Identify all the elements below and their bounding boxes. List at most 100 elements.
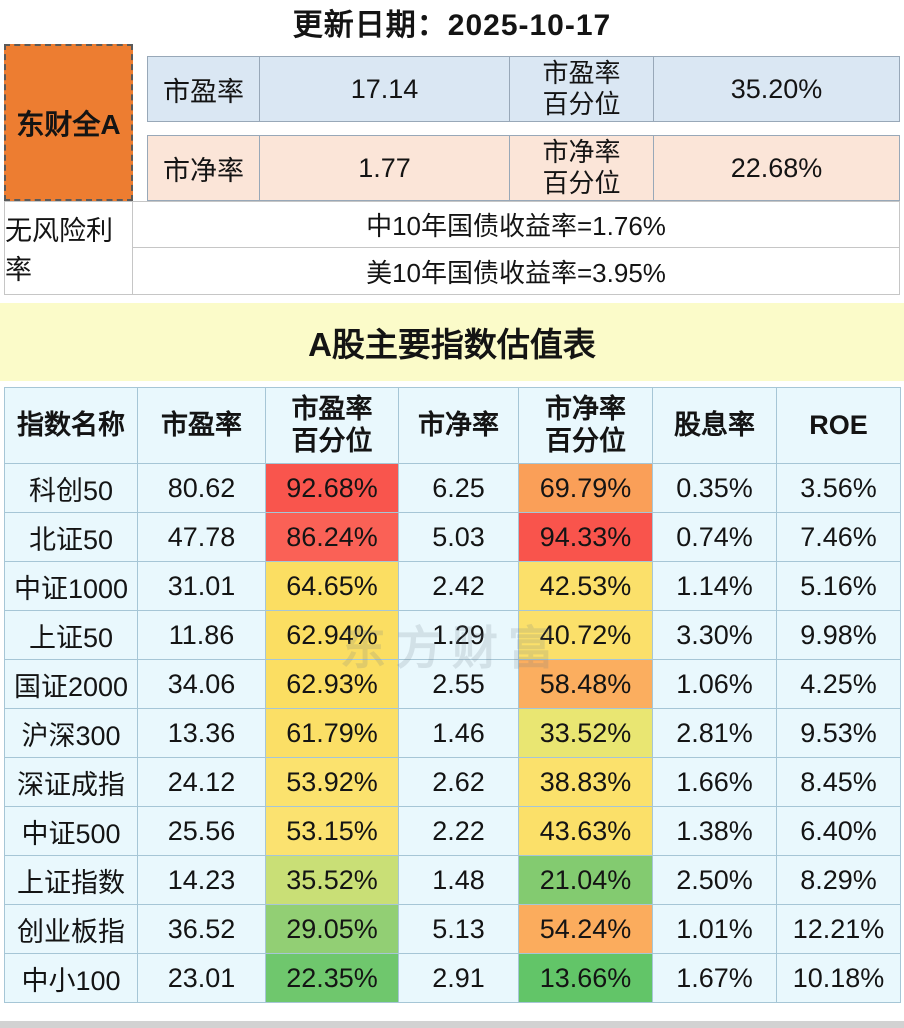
pb-percentile: 94.33% xyxy=(518,512,653,562)
table-row: 中证1000 31.01 64.65% 2.42 42.53% 1.14% 5.… xyxy=(4,561,901,611)
dividend-yield: 0.35% xyxy=(652,463,777,513)
summary-pe-percentile-value: 35.20% xyxy=(654,56,900,122)
index-name: 创业板指 xyxy=(4,904,138,954)
pe-value: 80.62 xyxy=(137,463,266,513)
pe-percentile: 61.79% xyxy=(265,708,399,758)
summary-table: 东财全A 市盈率 17.14 市盈率 百分位 35.20% 市净率 1.77 市… xyxy=(4,44,900,201)
roe-value: 4.25% xyxy=(776,659,901,709)
summary-pb-label: 市净率 xyxy=(147,135,260,201)
pe-value: 31.01 xyxy=(137,561,266,611)
pe-percentile: 35.52% xyxy=(265,855,399,905)
dividend-yield: 3.30% xyxy=(652,610,777,660)
dividend-yield: 1.06% xyxy=(652,659,777,709)
index-name: 上证指数 xyxy=(4,855,138,905)
roe-value: 9.53% xyxy=(776,708,901,758)
table-row: 创业板指 36.52 29.05% 5.13 54.24% 1.01% 12.2… xyxy=(4,904,901,954)
summary-pb-value: 1.77 xyxy=(260,135,510,201)
pb-percentile: 13.66% xyxy=(518,953,653,1003)
us-10y-yield: 美10年国债收益率=3.95% xyxy=(133,248,900,295)
cn-10y-yield: 中10年国债收益率=1.76% xyxy=(133,201,900,248)
dividend-yield: 1.14% xyxy=(652,561,777,611)
index-name: 中证1000 xyxy=(4,561,138,611)
pe-percentile: 64.65% xyxy=(265,561,399,611)
update-date: 更新日期：2025-10-17 xyxy=(292,9,612,42)
pb-percentile: 38.83% xyxy=(518,757,653,807)
dividend-yield: 1.66% xyxy=(652,757,777,807)
index-name: 北证50 xyxy=(4,512,138,562)
table-row: 上证指数 14.23 35.52% 1.48 21.04% 2.50% 8.29… xyxy=(4,855,901,905)
roe-value: 10.18% xyxy=(776,953,901,1003)
pe-value: 47.78 xyxy=(137,512,266,562)
index-name: 科创50 xyxy=(4,463,138,513)
summary-pb-percentile-value: 22.68% xyxy=(654,135,900,201)
table-row: 上证50 11.86 62.94% 1.29 40.72% 3.30% 9.98… xyxy=(4,610,901,660)
roe-value: 6.40% xyxy=(776,806,901,856)
pb-percentile: 40.72% xyxy=(518,610,653,660)
roe-value: 8.29% xyxy=(776,855,901,905)
pe-value: 34.06 xyxy=(137,659,266,709)
roe-value: 3.56% xyxy=(776,463,901,513)
roe-value: 8.45% xyxy=(776,757,901,807)
dividend-yield: 1.01% xyxy=(652,904,777,954)
col-header-pe: 市盈率 xyxy=(137,387,266,464)
index-name: 中证500 xyxy=(4,806,138,856)
summary-pe-label: 市盈率 xyxy=(147,56,260,122)
table-row: 中小100 23.01 22.35% 2.91 13.66% 1.67% 10.… xyxy=(4,953,901,1003)
col-header-pb: 市净率 xyxy=(398,387,519,464)
pe-percentile: 62.93% xyxy=(265,659,399,709)
table-row: 中证500 25.56 53.15% 2.22 43.63% 1.38% 6.4… xyxy=(4,806,901,856)
pb-value: 2.62 xyxy=(398,757,519,807)
roe-value: 5.16% xyxy=(776,561,901,611)
dividend-yield: 2.81% xyxy=(652,708,777,758)
pb-percentile: 69.79% xyxy=(518,463,653,513)
roe-value: 9.98% xyxy=(776,610,901,660)
pb-percentile: 54.24% xyxy=(518,904,653,954)
dividend-yield: 1.67% xyxy=(652,953,777,1003)
pb-value: 1.29 xyxy=(398,610,519,660)
pb-value: 2.91 xyxy=(398,953,519,1003)
pe-percentile: 86.24% xyxy=(265,512,399,562)
pe-percentile: 29.05% xyxy=(265,904,399,954)
footer-strip xyxy=(0,1021,904,1028)
summary-pe-value: 17.14 xyxy=(260,56,510,122)
pe-percentile: 53.15% xyxy=(265,806,399,856)
index-name: 中小100 xyxy=(4,953,138,1003)
pe-value: 13.36 xyxy=(137,708,266,758)
summary-pb-percentile-label: 市净率 百分位 xyxy=(510,135,654,201)
col-header-pb-percentile: 市净率 百分位 xyxy=(518,387,653,464)
pb-value: 6.25 xyxy=(398,463,519,513)
pe-value: 25.56 xyxy=(137,806,266,856)
pe-value: 23.01 xyxy=(137,953,266,1003)
pb-value: 2.55 xyxy=(398,659,519,709)
pb-percentile: 42.53% xyxy=(518,561,653,611)
risk-free-label: 无风险利率 xyxy=(4,201,133,295)
summary-pe-percentile-label: 市盈率 百分位 xyxy=(510,56,654,122)
pb-value: 2.22 xyxy=(398,806,519,856)
col-header-dividend-yield: 股息率 xyxy=(652,387,777,464)
index-name: 深证成指 xyxy=(4,757,138,807)
pb-value: 5.03 xyxy=(398,512,519,562)
pb-value: 1.46 xyxy=(398,708,519,758)
pb-percentile: 43.63% xyxy=(518,806,653,856)
pe-value: 11.86 xyxy=(137,610,266,660)
table-row: 国证2000 34.06 62.93% 2.55 58.48% 1.06% 4.… xyxy=(4,659,901,709)
index-name: 国证2000 xyxy=(4,659,138,709)
roe-value: 12.21% xyxy=(776,904,901,954)
table-row: 沪深300 13.36 61.79% 1.46 33.52% 2.81% 9.5… xyxy=(4,708,901,758)
index-name: 沪深300 xyxy=(4,708,138,758)
pb-value: 1.48 xyxy=(398,855,519,905)
pb-percentile: 33.52% xyxy=(518,708,653,758)
valuation-table: 指数名称 市盈率 市盈率 百分位 市净率 市净率 百分位 股息率 ROE 科创5… xyxy=(4,387,901,1003)
pe-value: 24.12 xyxy=(137,757,266,807)
pe-percentile: 92.68% xyxy=(265,463,399,513)
pe-value: 14.23 xyxy=(137,855,266,905)
roe-value: 7.46% xyxy=(776,512,901,562)
dividend-yield: 0.74% xyxy=(652,512,777,562)
dividend-yield: 1.38% xyxy=(652,806,777,856)
dividend-yield: 2.50% xyxy=(652,855,777,905)
pe-percentile: 22.35% xyxy=(265,953,399,1003)
pb-percentile: 21.04% xyxy=(518,855,653,905)
col-header-roe: ROE xyxy=(776,387,901,464)
table-row: 科创50 80.62 92.68% 6.25 69.79% 0.35% 3.56… xyxy=(4,463,901,513)
